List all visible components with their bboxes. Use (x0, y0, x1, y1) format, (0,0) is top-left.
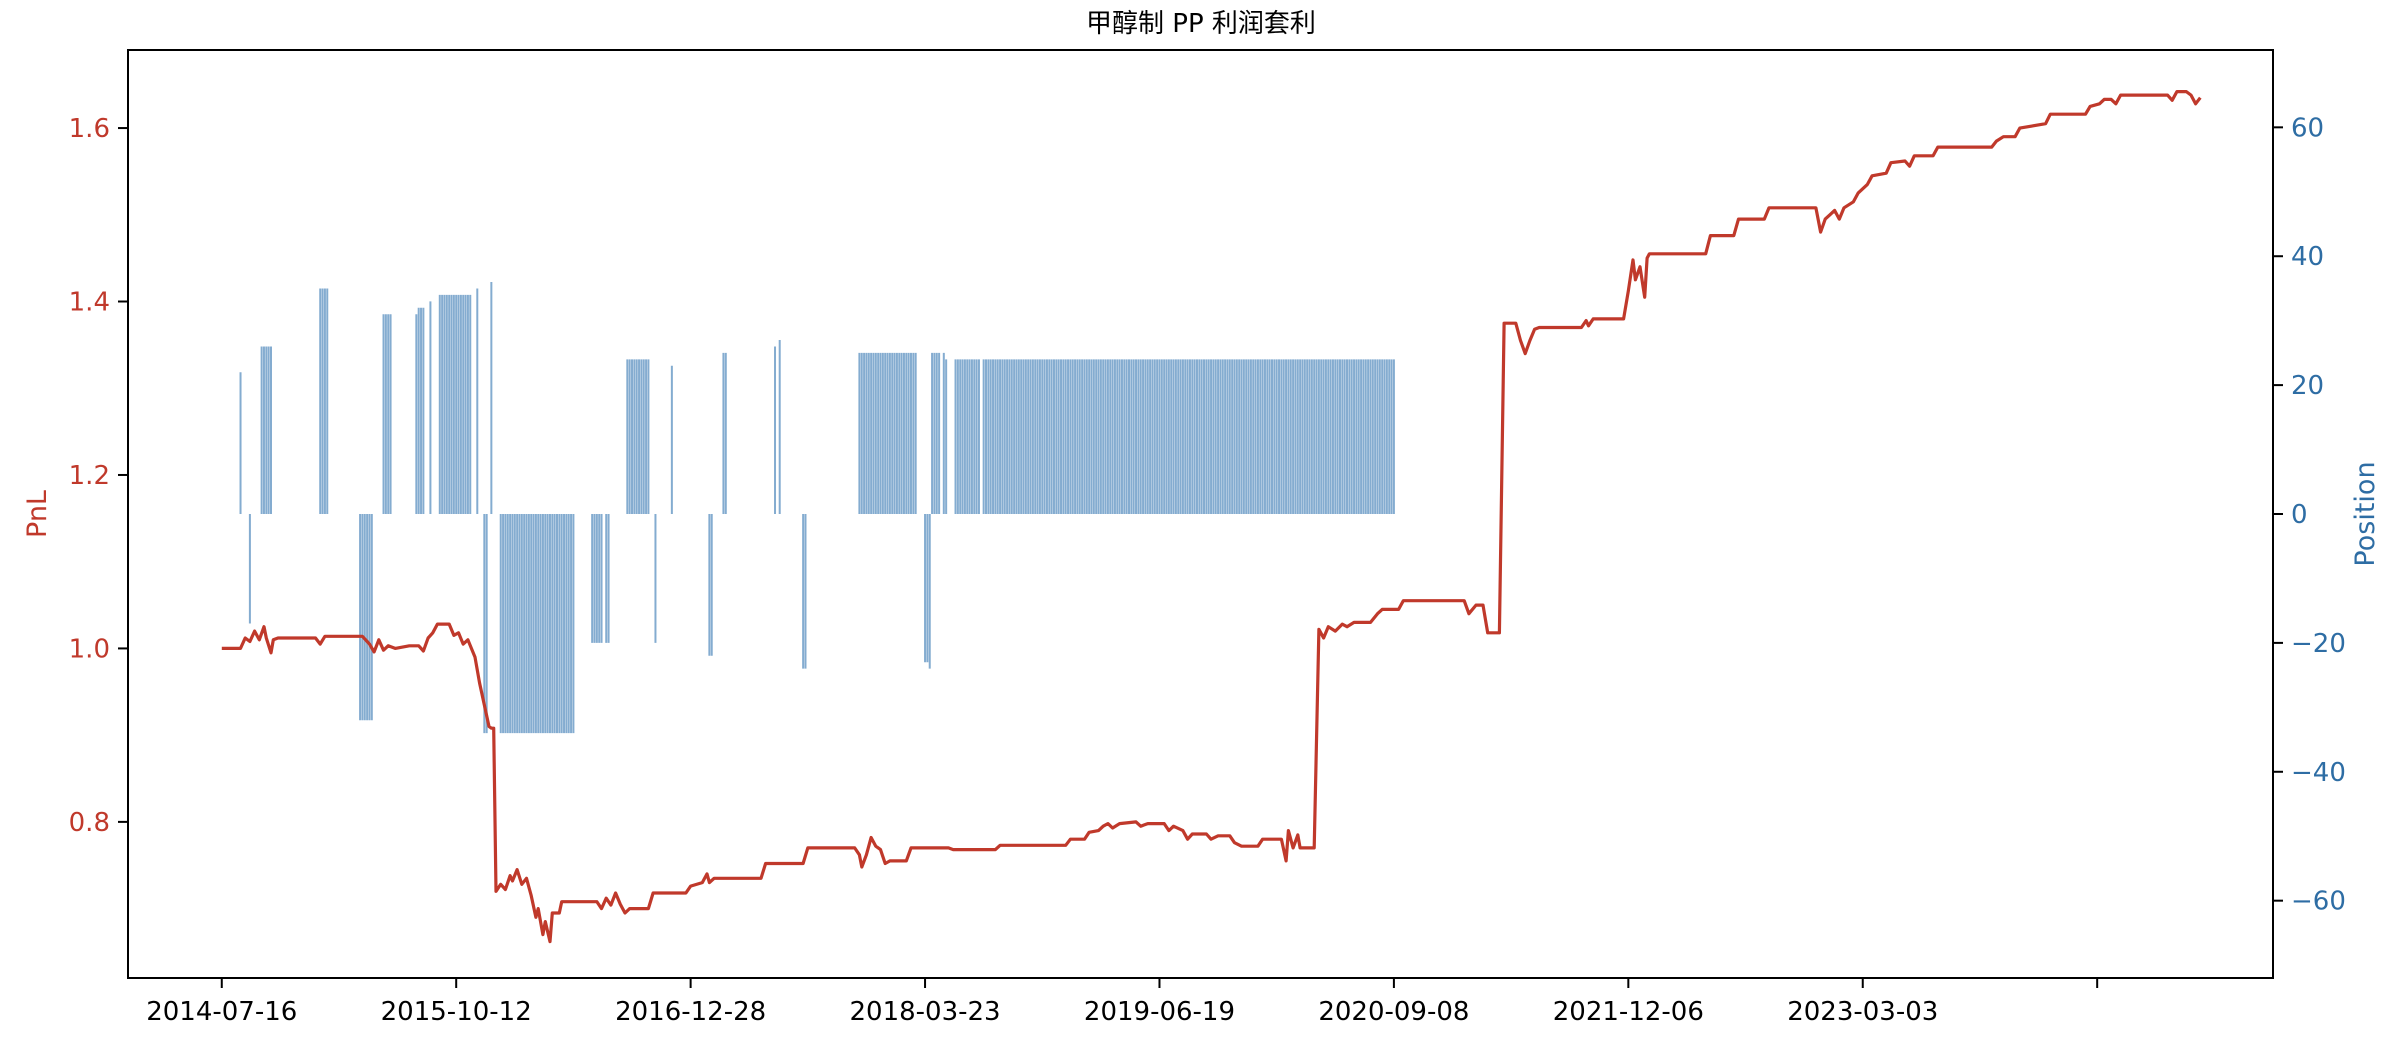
x-tick-label: 2019-06-19 (1084, 997, 1235, 1027)
chart-title: 甲醇制 PP 利润套利 (1086, 9, 1316, 39)
y-left-tick-label: 1.2 (69, 461, 110, 491)
y-right-tick-label: −60 (2291, 887, 2346, 917)
x-tick-label: 2020-09-08 (1318, 997, 1469, 1027)
y-right-tick-label: 40 (2291, 242, 2324, 272)
x-tick-label: 2023-03-03 (1787, 997, 1938, 1027)
y-right-tick-label: −40 (2291, 758, 2346, 788)
axes: 2014-07-16 2015-10-12 2016-12-28 2018-03-23… (69, 113, 2346, 1027)
x-tick-label: 2014-07-16 (146, 997, 297, 1027)
y-left-tick-label: 1.4 (69, 288, 110, 318)
x-tick-label: 2021-12-06 (1553, 997, 1704, 1027)
y-left-tick-label: 1.0 (69, 634, 110, 664)
pnl-line (221, 90, 2202, 944)
y-axis-left-label: PnL (22, 490, 53, 538)
y-right-tick-label: 20 (2291, 371, 2324, 401)
y-left-tick-label: 0.8 (69, 808, 110, 838)
y-right-tick-label: 0 (2291, 500, 2308, 530)
y-left-tick-label: 1.6 (69, 114, 110, 144)
x-tick-label: 2015-10-12 (381, 997, 532, 1027)
y-right-tick-label: −20 (2291, 629, 2346, 659)
y-axis-right-label: Position (2350, 461, 2381, 566)
y-right-tick-label: 60 (2291, 113, 2324, 143)
x-tick-label: 2018-03-23 (849, 997, 1000, 1027)
plot-area (221, 90, 2202, 944)
x-tick-label: 2016-12-28 (615, 997, 766, 1027)
